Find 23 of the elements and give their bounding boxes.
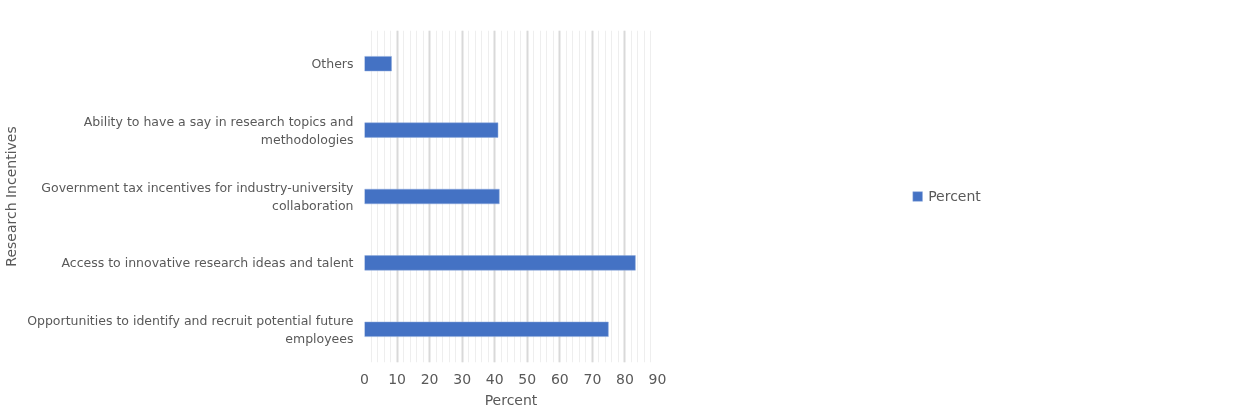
x-tick-label: 90 bbox=[648, 370, 667, 387]
x-tick-label: 70 bbox=[583, 370, 602, 387]
y-tick-label: Access to innovative research ideas and talent bbox=[61, 255, 354, 271]
x-tick-label: 30 bbox=[453, 370, 472, 387]
x-tick-label: 0 bbox=[360, 370, 369, 387]
x-tick-label: 50 bbox=[518, 370, 537, 387]
x-tick-label: 60 bbox=[550, 370, 569, 387]
bar bbox=[364, 122, 499, 138]
x-tick-label: 20 bbox=[420, 370, 439, 387]
x-tick-label: 80 bbox=[616, 370, 634, 387]
y-axis-title: Research Incentives bbox=[3, 126, 20, 267]
x-tick-label: 40 bbox=[485, 370, 504, 387]
y-tick-label: Others bbox=[311, 56, 354, 72]
x-tick-label: 10 bbox=[388, 370, 406, 387]
x-axis-title: Percent bbox=[484, 391, 538, 408]
bar bbox=[364, 188, 500, 205]
y-tick-label: Ability to have a say in research topics and methodologies bbox=[83, 113, 354, 147]
bar bbox=[364, 255, 636, 271]
y-tick-label: Opportunities to identify and recruit potential future employees bbox=[27, 312, 354, 346]
bar bbox=[364, 56, 392, 72]
legend-label: Percent bbox=[928, 188, 981, 204]
bar bbox=[364, 321, 609, 337]
y-tick-label: Government tax incentives for industry-university collaboration bbox=[41, 180, 355, 213]
